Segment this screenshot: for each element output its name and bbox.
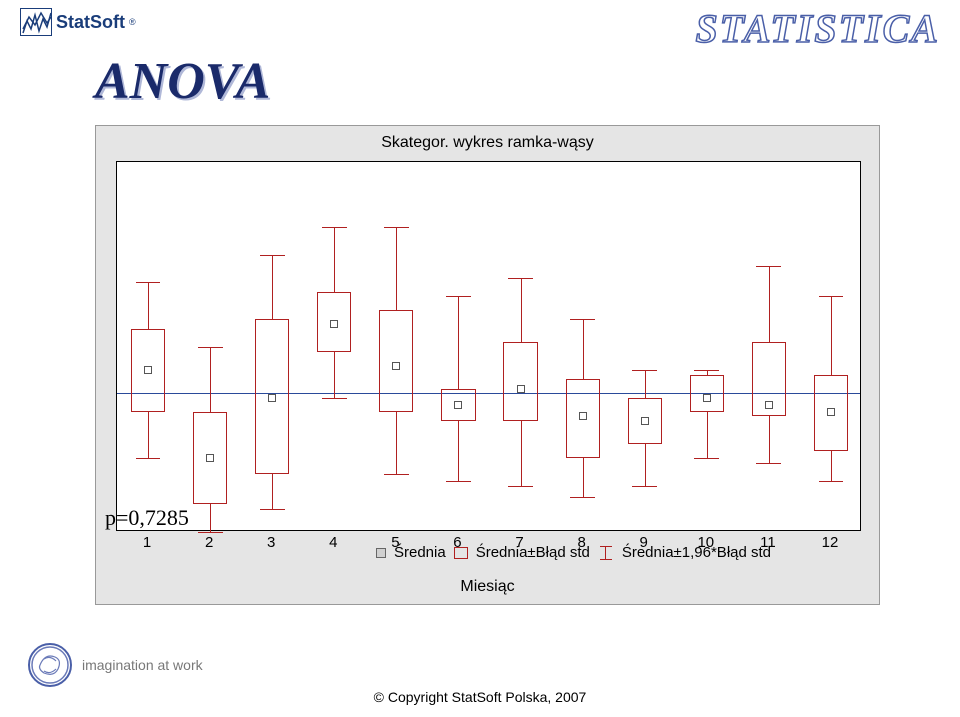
whisker-lower [769,416,770,462]
statistica-logo: STATISTICA [695,5,940,52]
statsoft-logo: StatSoft ® [20,8,136,36]
whisker-lower [645,444,646,486]
whisker-cap-top [322,227,347,228]
mean-marker [827,408,835,416]
whisker-upper [645,370,646,398]
mean-marker [765,401,773,409]
whisker-cap-top [446,296,471,297]
whisker-upper [148,282,149,328]
legend-whisker-icon [598,546,614,560]
mean-marker [703,394,711,402]
whisker-cap-top [260,255,285,256]
whisker-cap-bot [446,481,471,482]
whisker-upper [272,255,273,320]
whisker-cap-bot [694,458,719,459]
whisker-cap-top [384,227,409,228]
ge-icon [28,643,72,687]
mean-marker [392,362,400,370]
box [503,342,537,421]
baseline [117,393,860,394]
legend-box-label: Średnia±Błąd std [476,544,590,561]
statsoft-tm: ® [129,17,136,27]
whisker-lower [396,412,397,474]
whisker-cap-bot [819,481,844,482]
legend-mean-label: Średnia [394,544,446,561]
whisker-cap-top [136,282,161,283]
whisker-upper [769,266,770,342]
x-tick-label: 1 [143,534,151,551]
p-value: p=0,7285 [105,505,189,531]
chart-legend: Średnia Średnia±Błąd std Średnia±1,96*Bł… [376,544,771,561]
whisker-upper [334,227,335,292]
whisker-cap-top [694,370,719,371]
mean-marker [144,366,152,374]
whisker-lower [458,421,459,481]
legend-box-icon [454,547,468,559]
whisker-lower [272,474,273,509]
whisker-cap-bot [570,497,595,498]
x-tick-label: 4 [329,534,337,551]
whisker-lower [334,352,335,398]
statsoft-text: StatSoft [56,12,125,33]
page-title: ANOVA [95,52,270,111]
whisker-lower [521,421,522,486]
statsoft-icon [20,8,52,36]
whisker-upper [521,278,522,343]
whisker-lower [831,451,832,481]
whisker-upper [396,227,397,310]
whisker-cap-bot [198,532,223,533]
whisker-cap-top [819,296,844,297]
whisker-lower [148,412,149,458]
whisker-upper [458,296,459,389]
whisker-cap-bot [756,463,781,464]
ge-tagline: imagination at work [82,657,203,673]
mean-marker [517,385,525,393]
legend-mean-icon [376,548,386,558]
plot-area [116,161,861,531]
header: StatSoft ® STATISTICA [0,0,960,55]
whisker-lower [210,504,211,532]
whisker-lower [583,458,584,497]
whisker-upper [210,347,211,412]
copyright: © Copyright StatSoft Polska, 2007 [0,689,960,705]
x-tick-label: 12 [822,534,839,551]
x-tick-label: 3 [267,534,275,551]
whisker-cap-top [508,278,533,279]
whisker-cap-top [632,370,657,371]
mean-marker [268,394,276,402]
whisker-cap-top [198,347,223,348]
chart-title: Skategor. wykres ramka-wąsy [96,126,879,157]
chart-frame: Skategor. wykres ramka-wąsy 123456789101… [95,125,880,605]
whisker-cap-bot [508,486,533,487]
mean-marker [641,417,649,425]
mean-marker [454,401,462,409]
mean-marker [330,320,338,328]
whisker-cap-bot [384,474,409,475]
whisker-cap-bot [322,398,347,399]
x-tick-label: 2 [205,534,213,551]
mean-marker [579,412,587,420]
x-axis-label: Miesiąc [96,578,879,596]
whisker-cap-bot [136,458,161,459]
mean-marker [206,454,214,462]
whisker-upper [831,296,832,375]
whisker-cap-bot [632,486,657,487]
ge-logo: imagination at work [28,643,203,687]
whisker-cap-top [570,319,595,320]
legend-whisker-label: Średnia±1,96*Błąd std [622,544,771,561]
whisker-cap-bot [260,509,285,510]
whisker-lower [707,412,708,458]
whisker-cap-top [756,266,781,267]
whisker-upper [583,319,584,379]
